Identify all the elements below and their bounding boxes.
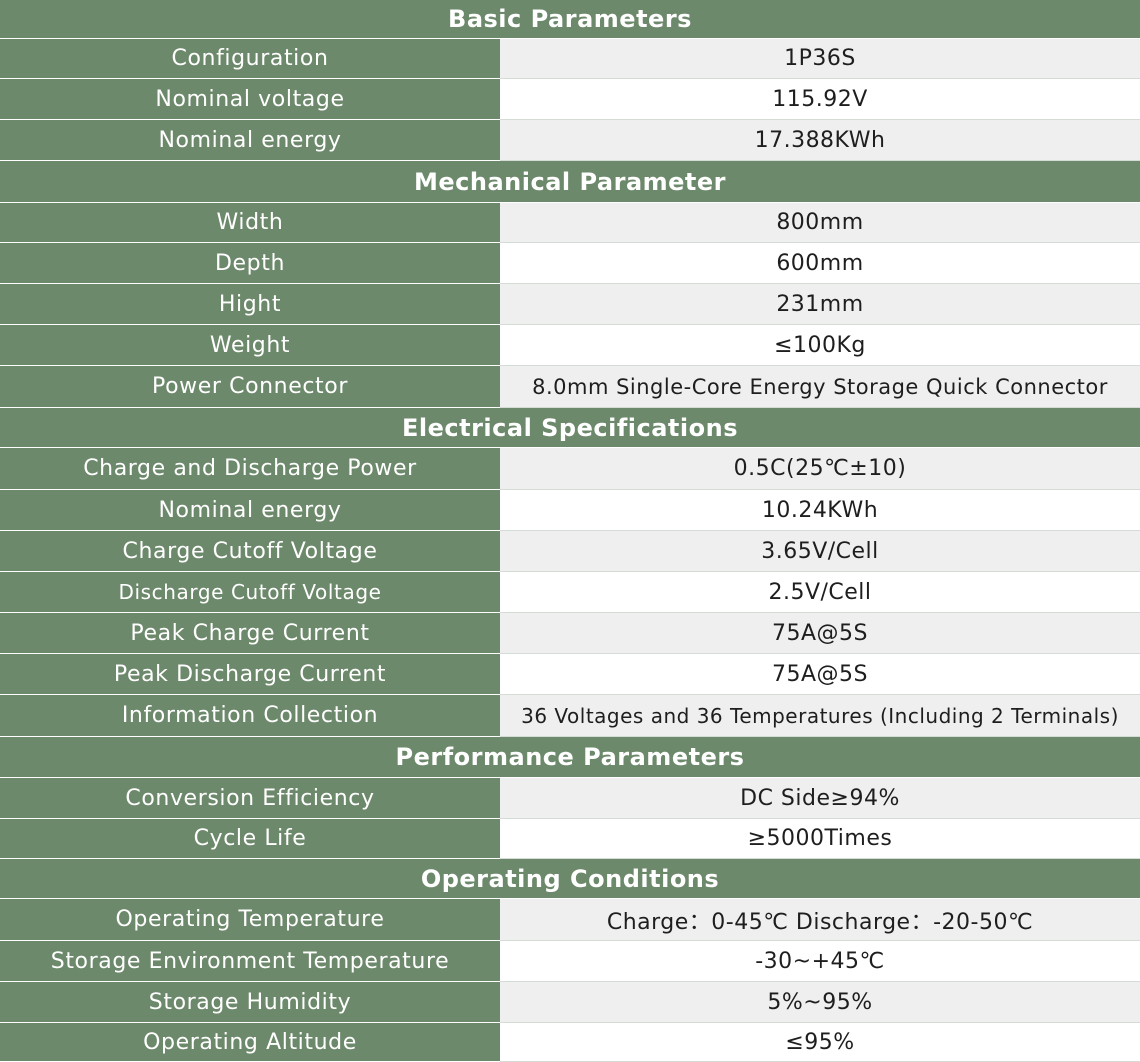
row-label: Operating Temperature: [0, 899, 500, 941]
row-value: ≤100Kg: [500, 325, 1140, 365]
row-label: Nominal voltage: [0, 79, 500, 120]
row-label: Peak Charge Current: [0, 613, 500, 654]
table-row: Nominal voltage 115.92V: [0, 79, 1140, 120]
row-label: Charge and Discharge Power: [0, 448, 500, 490]
row-label: Charge Cutoff Voltage: [0, 531, 500, 572]
row-value: 115.92V: [500, 79, 1140, 119]
row-label: Peak Discharge Current: [0, 654, 500, 695]
row-value: -30~+45℃: [500, 941, 1140, 981]
section-header-performance-parameters: Performance Parameters: [0, 737, 1140, 778]
row-label: Storage Environment Temperature: [0, 941, 500, 982]
table-row: Nominal energy 17.388KWh: [0, 120, 1140, 161]
table-row: Configuration 1P36S: [0, 39, 1140, 79]
row-value: 36 Voltages and 36 Temperatures (Includi…: [500, 695, 1140, 736]
table-row: Storage Environment Temperature -30~+45℃: [0, 941, 1140, 982]
row-label: Storage Humidity: [0, 982, 500, 1023]
table-row: Peak Discharge Current 75A@5S: [0, 654, 1140, 695]
row-value: 17.388KWh: [500, 120, 1140, 160]
row-value: 75A@5S: [500, 654, 1140, 694]
row-value: 3.65V/Cell: [500, 531, 1140, 571]
row-label: Conversion Efficiency: [0, 778, 500, 819]
section-header-basic-parameters: Basic Parameters: [0, 0, 1140, 39]
row-label: Weight: [0, 325, 500, 366]
row-label: Information Collection: [0, 695, 500, 737]
table-row: Charge Cutoff Voltage 3.65V/Cell: [0, 531, 1140, 572]
row-value: 75A@5S: [500, 613, 1140, 653]
row-label: Nominal energy: [0, 490, 500, 531]
row-value: 231mm: [500, 284, 1140, 324]
table-row: Charge and Discharge Power 0.5C(25℃±10): [0, 448, 1140, 490]
row-value: 0.5C(25℃±10): [500, 448, 1140, 489]
row-value: 1P36S: [500, 39, 1140, 78]
row-label: Discharge Cutoff Voltage: [0, 572, 500, 613]
table-row: Width 800mm: [0, 203, 1140, 243]
table-row: Cycle Life ≥5000Times: [0, 819, 1140, 859]
row-label: Width: [0, 203, 500, 243]
row-label: Power Connector: [0, 366, 500, 408]
table-row: Depth 600mm: [0, 243, 1140, 284]
table-row: Information Collection 36 Voltages and 3…: [0, 695, 1140, 737]
table-row: Hight 231mm: [0, 284, 1140, 325]
table-row: Power Connector 8.0mm Single-Core Energy…: [0, 366, 1140, 408]
row-label: Nominal energy: [0, 120, 500, 161]
table-row: Operating Temperature Charge：0-45℃ Disch…: [0, 899, 1140, 941]
row-value: 800mm: [500, 203, 1140, 242]
row-value: DC Side≥94%: [500, 778, 1140, 818]
row-label: Hight: [0, 284, 500, 325]
row-value: ≥5000Times: [500, 819, 1140, 858]
table-row: Weight ≤100Kg: [0, 325, 1140, 366]
row-value: 8.0mm Single-Core Energy Storage Quick C…: [500, 366, 1140, 407]
row-value: 600mm: [500, 243, 1140, 283]
row-label: Depth: [0, 243, 500, 284]
section-header-mechanical-parameter: Mechanical Parameter: [0, 161, 1140, 203]
table-row: Discharge Cutoff Voltage 2.5V/Cell: [0, 572, 1140, 613]
table-row: Peak Charge Current 75A@5S: [0, 613, 1140, 654]
row-value: 10.24KWh: [500, 490, 1140, 530]
row-value: Charge：0-45℃ Discharge：-20-50℃: [500, 899, 1140, 940]
row-label: Configuration: [0, 39, 500, 79]
row-value: 5%~95%: [500, 982, 1140, 1022]
section-header-electrical-specifications: Electrical Specifications: [0, 408, 1140, 448]
table-row: Storage Humidity 5%~95%: [0, 982, 1140, 1023]
row-value: ≤95%: [500, 1023, 1140, 1061]
table-row: Operating Altitude ≤95%: [0, 1023, 1140, 1062]
section-header-operating-conditions: Operating Conditions: [0, 859, 1140, 899]
row-value: 2.5V/Cell: [500, 572, 1140, 612]
row-label: Cycle Life: [0, 819, 500, 859]
table-row: Conversion Efficiency DC Side≥94%: [0, 778, 1140, 819]
row-label: Operating Altitude: [0, 1023, 500, 1062]
table-row: Nominal energy 10.24KWh: [0, 490, 1140, 531]
